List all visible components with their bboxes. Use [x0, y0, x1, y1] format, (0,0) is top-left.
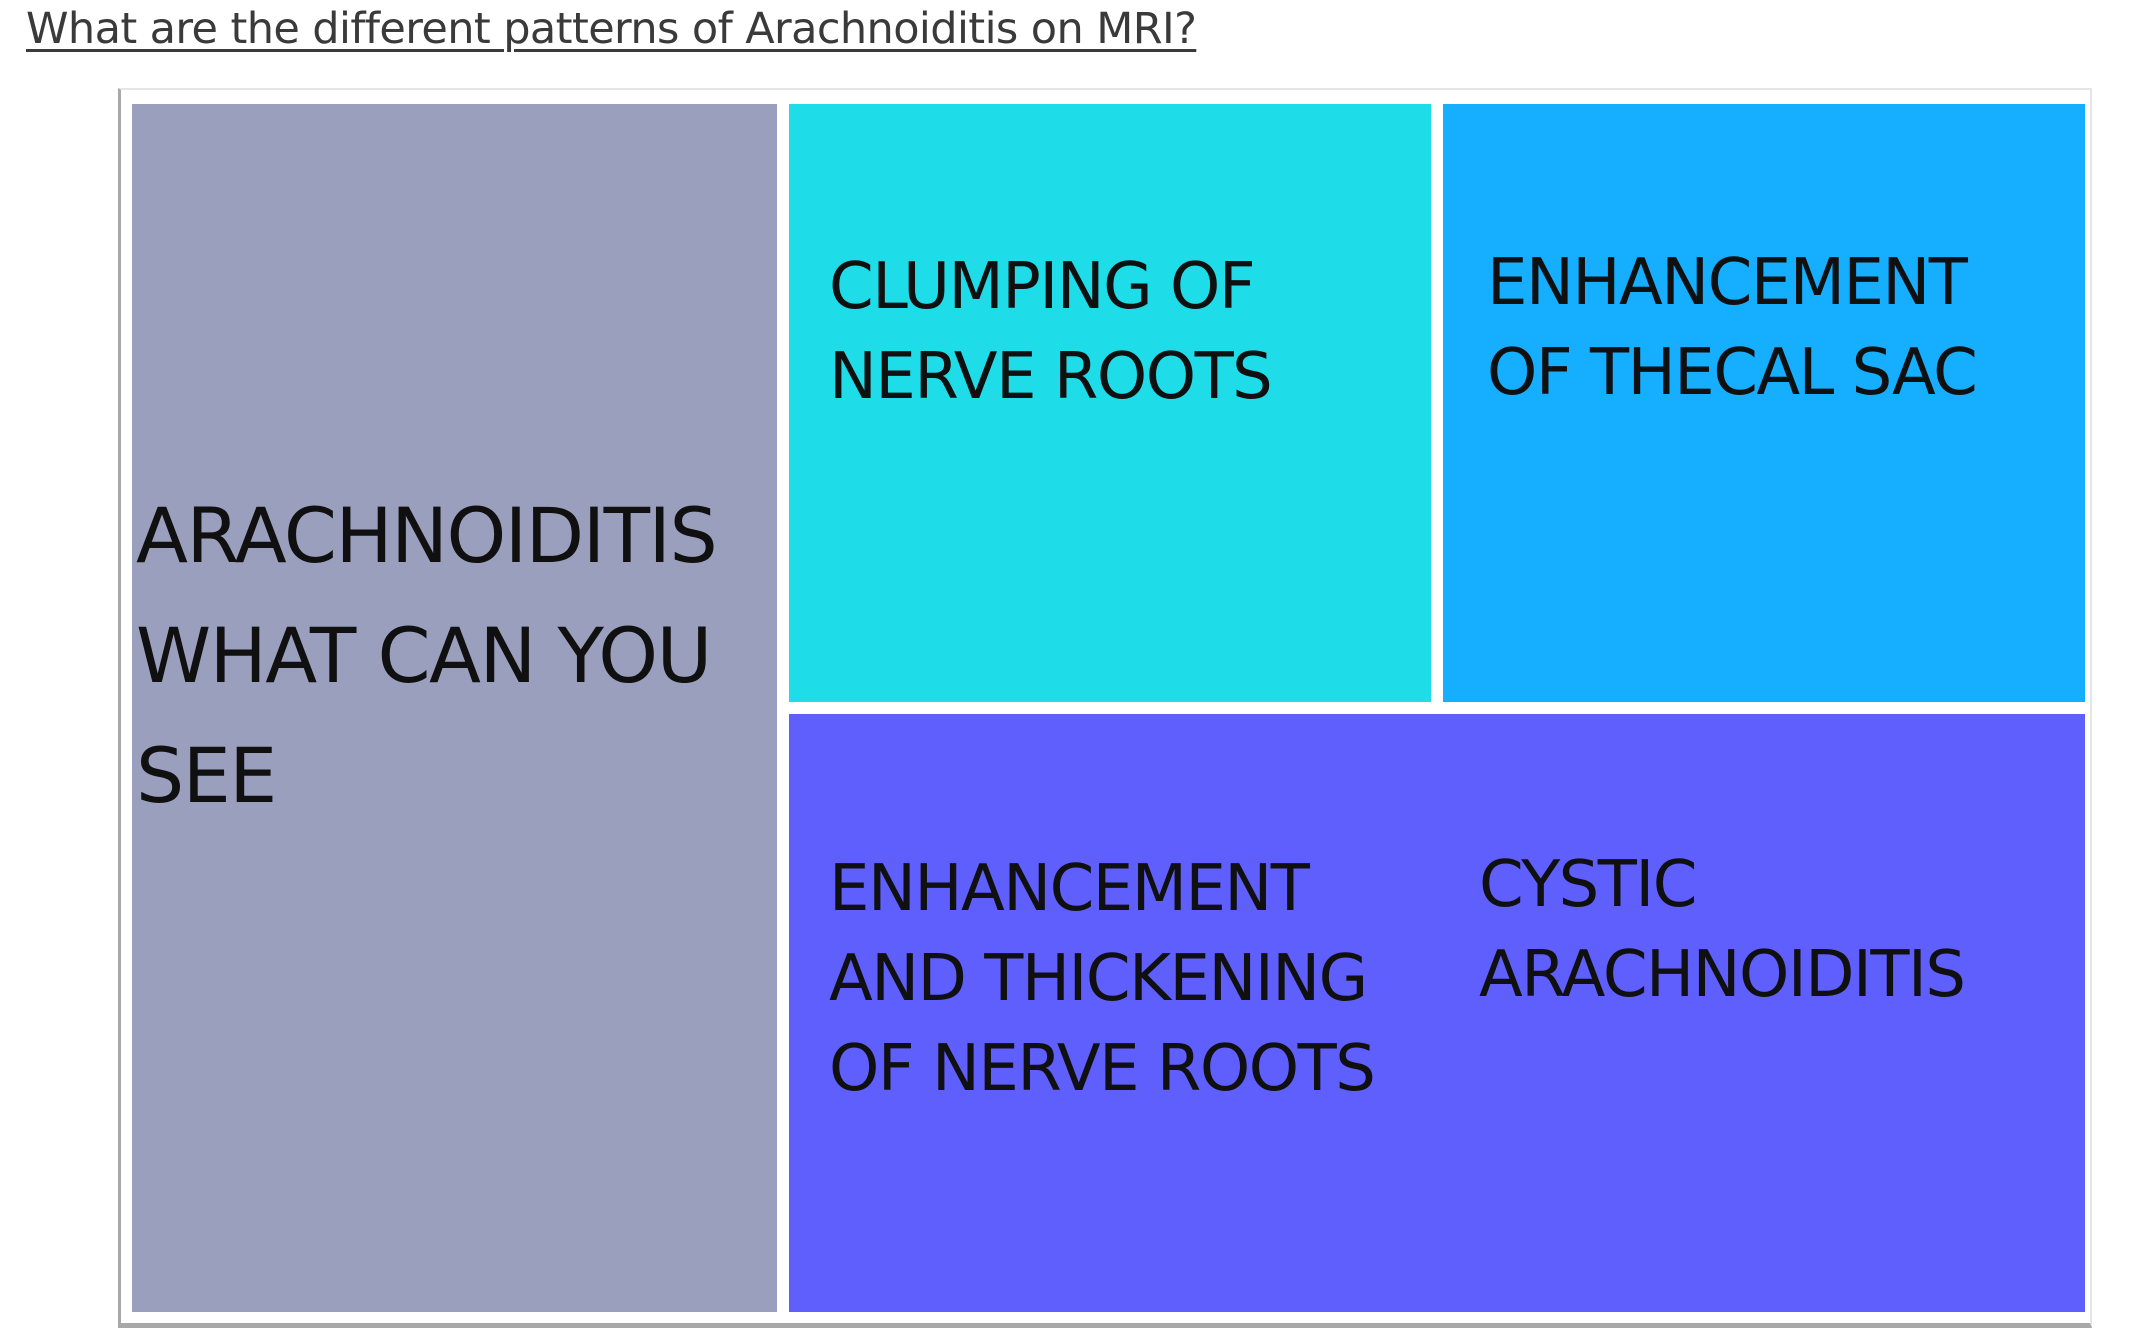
label-line: NERVE ROOTS — [829, 340, 1273, 414]
label-line: SEE — [136, 731, 277, 820]
label-line: OF THECAL SAC — [1487, 336, 1978, 410]
label-line: AND THICKENING — [829, 942, 1368, 1016]
tile-label-thecal-sac: ENHANCEMENT OF THECAL SAC — [1487, 238, 1978, 418]
label-line: ARACHNOIDITIS — [1479, 938, 1966, 1012]
tile-clumping-of-nerve-roots: CLUMPING OF NERVE ROOTS — [789, 104, 1431, 702]
tile-label-enhancement-thickening: ENHANCEMENT AND THICKENING OF NERVE ROOT… — [829, 844, 1376, 1114]
label-line: CLUMPING OF — [829, 250, 1256, 324]
label-line: ENHANCEMENT — [1487, 246, 1968, 320]
label-line: WHAT CAN YOU — [136, 611, 712, 700]
tile-label-cystic-arachnoiditis: CYSTIC ARACHNOIDITIS — [1479, 840, 1966, 1020]
page-heading: What are the different patterns of Arach… — [26, 4, 1197, 54]
tile-label-clumping: CLUMPING OF NERVE ROOTS — [829, 242, 1273, 422]
tile-arachnoiditis-overview: ARACHNOIDITIS WHAT CAN YOU SEE — [132, 104, 777, 1312]
tile-enhancement-of-thecal-sac: ENHANCEMENT OF THECAL SAC — [1443, 104, 2085, 702]
label-line: ENHANCEMENT — [829, 852, 1310, 926]
label-line: ARACHNOIDITIS — [136, 491, 718, 580]
tile-nerve-root-changes: ENHANCEMENT AND THICKENING OF NERVE ROOT… — [789, 714, 2085, 1312]
tile-label-arachnoiditis-overview: ARACHNOIDITIS WHAT CAN YOU SEE — [136, 476, 718, 836]
label-line: OF NERVE ROOTS — [829, 1032, 1376, 1106]
label-line: CYSTIC — [1479, 848, 1697, 922]
